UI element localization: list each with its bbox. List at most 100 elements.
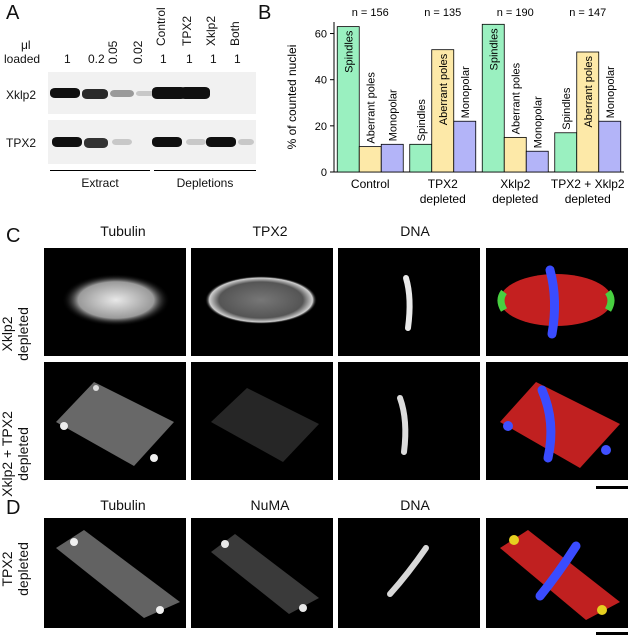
micrograph-dna-double-depleted — [338, 362, 480, 480]
tpx2-blot — [48, 120, 256, 164]
group-label: TPX2 + Xklp2 — [551, 177, 625, 191]
loaded-value: 0.2 — [88, 52, 105, 66]
loaded-unit-label: μl — [21, 38, 31, 52]
panel-letter-d: D — [6, 497, 21, 519]
bar — [481, 23, 505, 173]
bar — [431, 49, 455, 173]
micrograph-tpx2-double-depleted — [191, 362, 333, 480]
column-header-dna: DNA — [400, 497, 430, 513]
n-label: n = 135 — [424, 7, 461, 19]
bar-series-label: Aberrant poles — [583, 56, 595, 128]
loaded-value: 1 — [64, 52, 71, 66]
group-label-extract: Extract — [81, 176, 119, 190]
micrograph-tubulin-tpx2-depleted — [44, 518, 186, 628]
bar-series-label: Spindles — [343, 30, 355, 73]
bar-series-label: Monopolar — [387, 89, 399, 141]
lane-header-xklp2: Xklp2 — [204, 15, 218, 46]
bar — [358, 146, 382, 173]
blot-band — [82, 89, 108, 99]
bar-series-label: Aberrant poles — [438, 53, 450, 125]
loaded-label: loaded — [4, 52, 41, 66]
bar — [598, 120, 622, 173]
blot-row-label-xklp2: Xklp2 — [6, 88, 37, 102]
bar-series-label: Aberrant poles — [365, 72, 377, 144]
group-label: depleted — [565, 192, 611, 206]
blot-band — [52, 137, 82, 147]
y-tick-label: 40 — [315, 75, 327, 87]
blot-band — [112, 139, 132, 145]
n-label: n = 147 — [569, 7, 606, 19]
bar — [336, 26, 360, 173]
loaded-value: 1 — [234, 52, 241, 66]
bar-chart: 0 20 40 60 % of counted nuclei n = 156 Control… — [285, 7, 625, 206]
blot-band — [238, 139, 254, 145]
micrograph-merge-xklp2-depleted — [486, 248, 628, 356]
n-label: n = 156 — [352, 7, 389, 19]
blot-band — [180, 87, 210, 99]
bar-series-label: Spindles — [416, 99, 428, 142]
blot-band — [152, 137, 182, 147]
y-axis-label: % of counted nuclei — [285, 45, 299, 150]
blot-band — [186, 139, 206, 145]
row-label-line: TPX2 — [0, 551, 15, 587]
panel-letter-c: C — [6, 225, 21, 247]
loaded-value: 0.02 — [131, 40, 145, 64]
bar-series-label: Monopolar — [532, 96, 544, 148]
blot-band — [206, 137, 236, 147]
loaded-value: 1 — [160, 52, 167, 66]
column-header-numa: NuMA — [250, 497, 290, 513]
loaded-value: 0.05 — [106, 40, 120, 64]
extract-bracket-line — [50, 170, 150, 171]
bar — [576, 51, 600, 173]
n-label: n = 190 — [497, 7, 534, 19]
depletions-bracket-line — [154, 170, 256, 171]
bar-series-label: Monopolar — [460, 66, 472, 118]
lane-header-control: Control — [154, 7, 168, 46]
blot-band — [152, 87, 186, 99]
bar-series-label: Aberrant poles — [510, 62, 522, 134]
lane-header-both: Both — [228, 21, 242, 46]
micrograph-dna-xklp2-depleted — [338, 248, 480, 356]
group-label: depleted — [420, 192, 466, 206]
bar — [453, 120, 477, 173]
row-label-line: depleted — [15, 542, 31, 596]
bar-series-label: Spindles — [561, 87, 573, 130]
y-tick-label: 60 — [315, 29, 327, 41]
blot-band — [110, 90, 134, 97]
micrograph-merge-tpx2-depleted — [486, 518, 628, 628]
column-header-tubulin: Tubulin — [100, 223, 146, 239]
group-label: Control — [351, 177, 390, 191]
bar — [409, 143, 433, 173]
micrograph-tpx2-xklp2-depleted — [191, 248, 333, 356]
panel-letter-a: A — [6, 2, 20, 24]
group-label: Xklp2 — [500, 177, 530, 191]
loaded-value: 1 — [210, 52, 217, 66]
blot-band — [136, 91, 154, 96]
micrograph-numa-tpx2-depleted — [191, 518, 333, 628]
bar-series-label: Spindles — [488, 28, 500, 71]
y-tick-label: 20 — [315, 121, 327, 133]
bar-series-label: Monopolar — [605, 66, 617, 118]
group-label-depletions: Depletions — [176, 176, 234, 190]
loaded-value: 1 — [186, 52, 193, 66]
bar — [554, 132, 578, 173]
micrograph-tubulin-double-depleted — [44, 362, 186, 480]
xklp2-blot — [48, 72, 256, 114]
row-label-line: depleted — [15, 307, 31, 361]
blot-band — [84, 138, 108, 148]
micrograph-dna-tpx2-depleted — [338, 518, 480, 628]
bar — [503, 136, 527, 173]
panel-letter-b: B — [258, 2, 272, 24]
scale-bar — [596, 486, 628, 489]
micrograph-merge-double-depleted — [486, 362, 628, 480]
y-tick-label: 0 — [321, 167, 327, 179]
blot-band — [50, 88, 80, 98]
scale-bar — [596, 632, 628, 635]
bar — [525, 150, 549, 173]
micrograph-tubulin-xklp2-depleted — [44, 248, 186, 356]
group-label: TPX2 — [428, 177, 458, 191]
group-label: depleted — [492, 192, 538, 206]
blot-row-label-tpx2: TPX2 — [6, 136, 37, 150]
column-header-tpx2: TPX2 — [252, 223, 288, 239]
row-label-line: Xklp2 — [0, 316, 15, 352]
